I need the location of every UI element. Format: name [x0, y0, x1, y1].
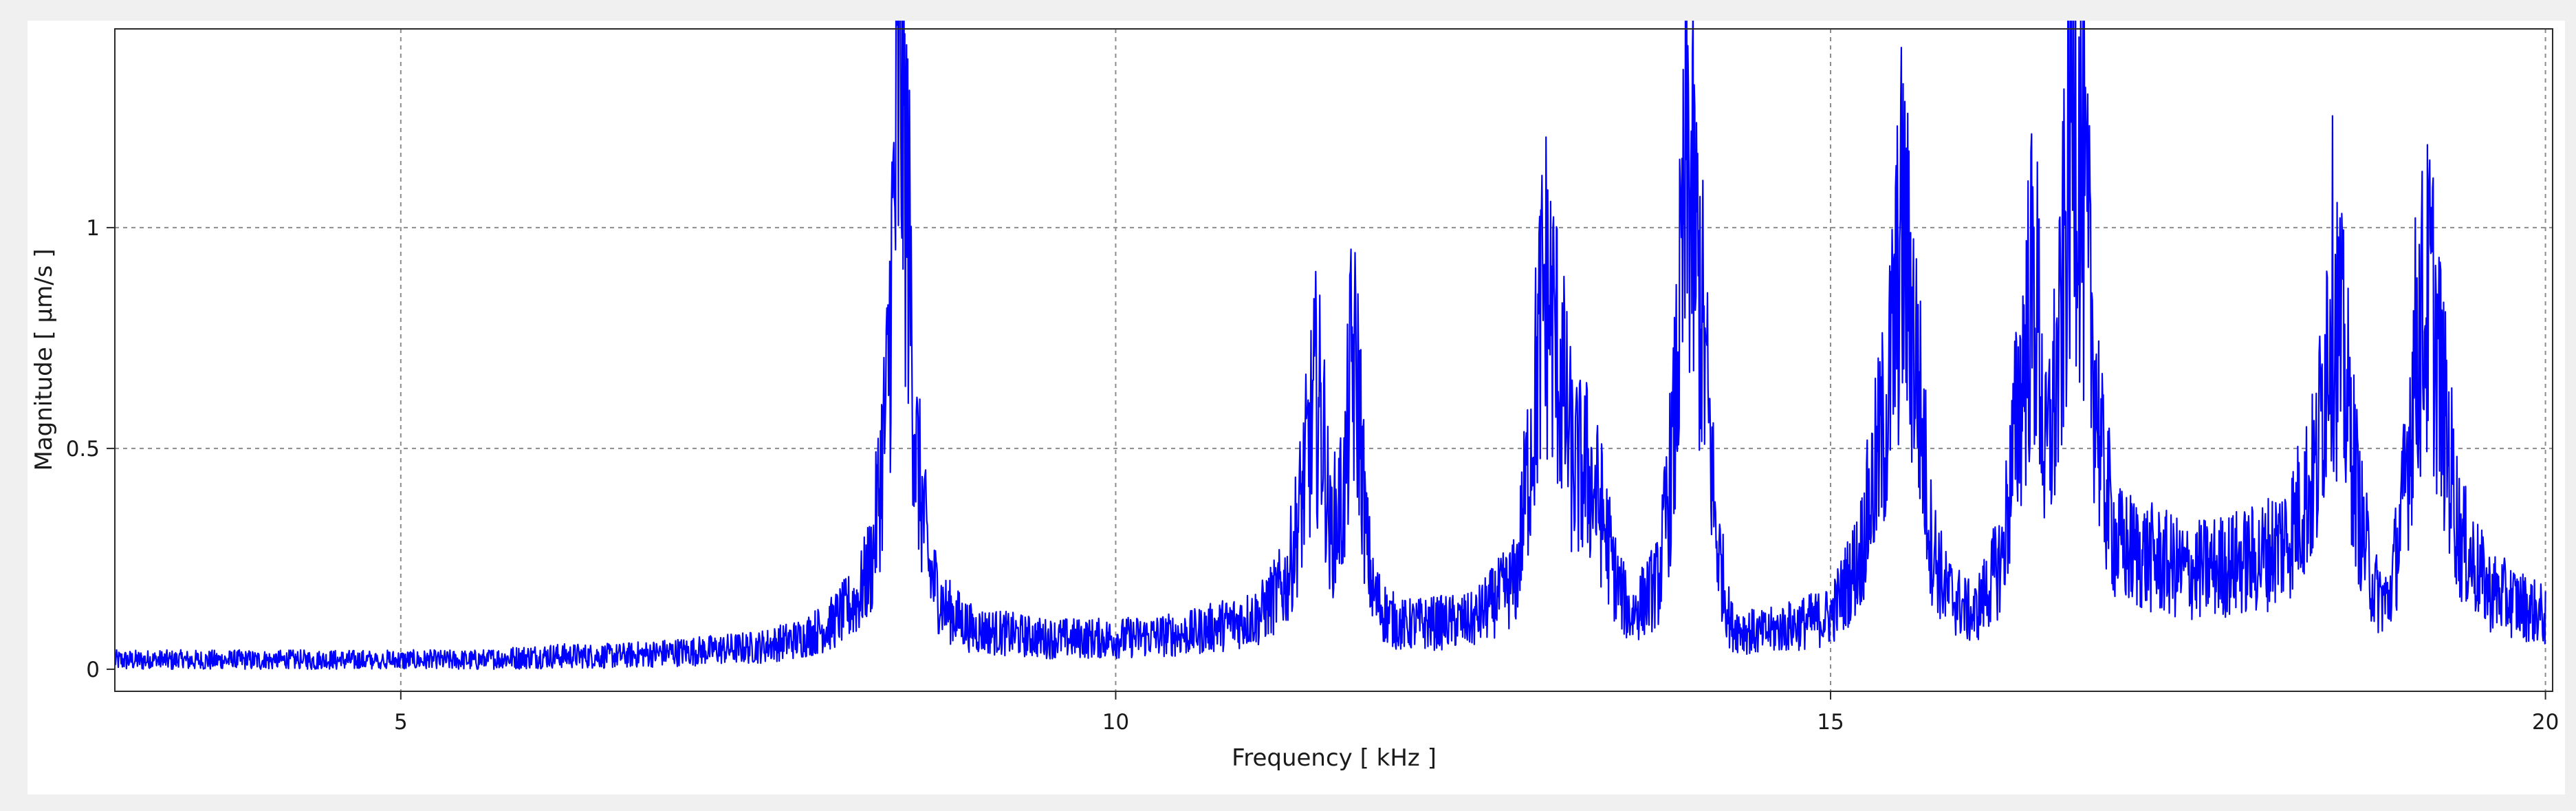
y-tick-label: 0	[86, 658, 100, 682]
x-axis-title: Frequency [ kHz ]	[1232, 744, 1437, 772]
y-tick-label: 1	[86, 216, 100, 241]
plot-frame	[114, 28, 2553, 692]
x-tick-label: 15	[1817, 710, 1844, 735]
x-tick-label: 5	[394, 710, 408, 735]
x-tick-label: 20	[2532, 710, 2559, 735]
y-tick-label: 0.5	[66, 437, 100, 462]
x-tick-label: 10	[1102, 710, 1129, 735]
chart-panel: 5 10 15 20 0 0.5 1 Frequency [ kHz ] Magnitude…	[28, 21, 2565, 794]
axis-ticks: 5 10 15 20 0 0.5 1	[66, 216, 2559, 735]
spectrum-chart: 5 10 15 20 0 0.5 1 Frequency [ kHz ] Magnitude…	[30, 21, 2559, 772]
y-axis-title: Magnitude [ µm/s ]	[30, 249, 58, 471]
series-line	[113, 21, 2546, 670]
grid-lines	[115, 29, 2553, 691]
